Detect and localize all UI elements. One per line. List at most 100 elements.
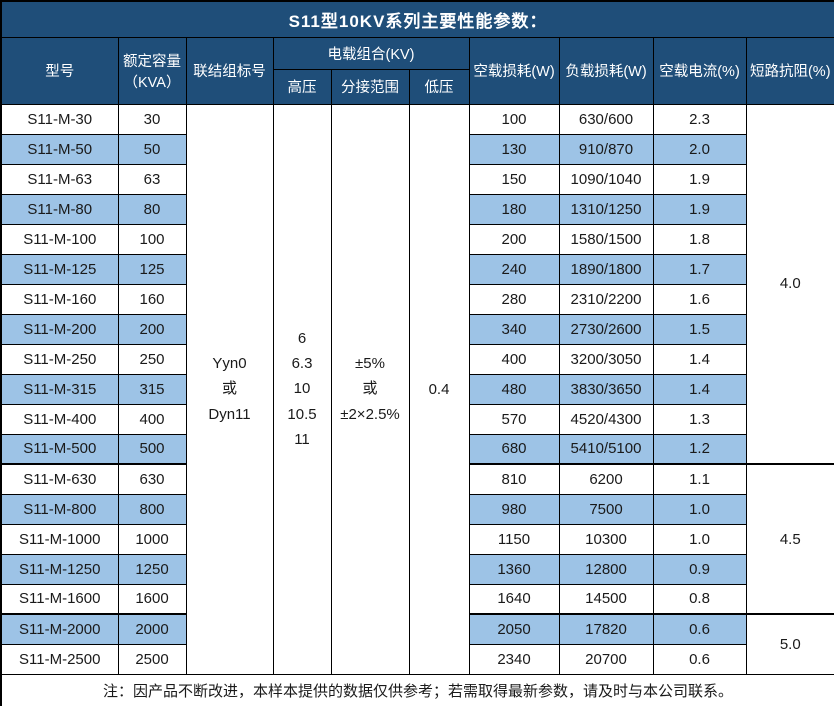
col-header-no-load-current: 空载电流(%) bbox=[652, 36, 747, 105]
model-cell: S11-M-2000 bbox=[0, 613, 119, 645]
model-cell: S11-M-125 bbox=[0, 253, 119, 285]
model-cell: S11-M-100 bbox=[0, 223, 119, 255]
capacity-cell: 800 bbox=[117, 493, 187, 525]
capacity-cell: 1000 bbox=[117, 523, 187, 555]
no-load-current-cell: 1.5 bbox=[652, 313, 747, 345]
no-load-loss-cell: 680 bbox=[468, 433, 560, 465]
model-cell: S11-M-160 bbox=[0, 283, 119, 315]
table-row: S11-M-2500 2500 2340 20700 0.6 bbox=[0, 643, 834, 675]
table-row: S11-M-80 80 180 1310/1250 1.9 bbox=[0, 193, 834, 225]
table-row: S11-M-30 30 Yyn0 或 Dyn11 6 6.3 10 10.5 11 ±5% 或 ±2×2… bbox=[0, 103, 834, 675]
hv-cell-line: 6 bbox=[297, 330, 307, 348]
no-load-loss-cell: 340 bbox=[468, 313, 560, 345]
no-load-loss-cell: 1640 bbox=[468, 583, 560, 615]
model-cell: S11-M-200 bbox=[0, 313, 119, 345]
impedance-cell: 5.0 bbox=[745, 613, 834, 675]
capacity-cell: 2500 bbox=[117, 643, 187, 675]
no-load-current-cell: 1.0 bbox=[652, 523, 747, 555]
load-loss-cell: 10300 bbox=[558, 523, 654, 555]
no-load-current-cell: 1.9 bbox=[652, 193, 747, 225]
model-cell: S11-M-63 bbox=[0, 163, 119, 195]
col-header-lv: 低压 bbox=[408, 68, 470, 105]
load-loss-cell: 6200 bbox=[558, 463, 654, 495]
table-row: S11-M-630 630 810 6200 1.1 4.5 bbox=[0, 463, 834, 615]
hv-cell-line: 11 bbox=[294, 430, 310, 448]
col-header-capacity-line1: 额定容量 bbox=[123, 53, 181, 70]
connection-cell-line: 或 bbox=[221, 380, 237, 398]
no-load-loss-cell: 810 bbox=[468, 463, 560, 495]
hv-cell-line: 10.5 bbox=[287, 405, 317, 423]
no-load-current-cell: 2.0 bbox=[652, 133, 747, 165]
table-row: S11-M-160 160 280 2310/2200 1.6 bbox=[0, 283, 834, 315]
load-loss-cell: 1090/1040 bbox=[558, 163, 654, 195]
no-load-current-cell: 0.6 bbox=[652, 643, 747, 675]
capacity-cell: 400 bbox=[117, 403, 187, 435]
no-load-loss-cell: 480 bbox=[468, 373, 560, 405]
col-header-no-load-loss: 空载损耗(W) bbox=[468, 36, 560, 105]
no-load-loss-cell: 130 bbox=[468, 133, 560, 165]
no-load-current-cell: 1.3 bbox=[652, 403, 747, 435]
no-load-loss-cell: 150 bbox=[468, 163, 560, 195]
capacity-cell: 2000 bbox=[117, 613, 187, 645]
load-loss-cell: 1580/1500 bbox=[558, 223, 654, 255]
model-cell: S11-M-1000 bbox=[0, 523, 119, 555]
title-row: S11型10KV系列主要性能参数： bbox=[0, 0, 834, 38]
capacity-cell: 630 bbox=[117, 463, 187, 495]
no-load-current-cell: 1.8 bbox=[652, 223, 747, 255]
capacity-cell: 63 bbox=[117, 163, 187, 195]
load-loss-cell: 3830/3650 bbox=[558, 373, 654, 405]
hv-cell-line: 10 bbox=[293, 380, 311, 398]
no-load-loss-cell: 100 bbox=[468, 103, 560, 135]
load-loss-cell: 17820 bbox=[558, 613, 654, 645]
footer-note: 注：因产品不断改进，本样本提供的数据仅供参考；若需取得最新参数，请及时与本公司联… bbox=[0, 673, 834, 706]
load-loss-cell: 1310/1250 bbox=[558, 193, 654, 225]
capacity-cell: 500 bbox=[117, 433, 187, 465]
load-loss-cell: 1890/1800 bbox=[558, 253, 654, 285]
connection-cell-line: Dyn11 bbox=[208, 405, 251, 423]
no-load-loss-cell: 1360 bbox=[468, 553, 560, 585]
no-load-current-cell: 1.4 bbox=[652, 373, 747, 405]
table-row: S11-M-1600 1600 1640 14500 0.8 bbox=[0, 583, 834, 615]
model-cell: S11-M-1600 bbox=[0, 583, 119, 615]
note-row: 注：因产品不断改进，本样本提供的数据仅供参考；若需取得最新参数，请及时与本公司联… bbox=[0, 673, 834, 706]
page-title: S11型10KV系列主要性能参数： bbox=[0, 0, 834, 38]
model-cell: S11-M-630 bbox=[0, 463, 119, 495]
table-row: S11-M-500 500 680 5410/5100 1.2 bbox=[0, 433, 834, 465]
table-row: S11-M-1250 1250 1360 12800 0.9 bbox=[0, 553, 834, 585]
no-load-loss-cell: 2340 bbox=[468, 643, 560, 675]
load-loss-cell: 630/600 bbox=[558, 103, 654, 135]
no-load-current-cell: 1.0 bbox=[652, 493, 747, 525]
load-loss-cell: 2310/2200 bbox=[558, 283, 654, 315]
col-header-model: 型号 bbox=[0, 36, 119, 105]
table-row: S11-M-2000 2000 2050 17820 0.6 5.0 bbox=[0, 613, 834, 675]
col-header-capacity: 额定容量 （KVA） bbox=[117, 36, 187, 105]
table-row: S11-M-100 100 200 1580/1500 1.8 bbox=[0, 223, 834, 255]
model-cell: S11-M-400 bbox=[0, 403, 119, 435]
tap-range-cell-line: ±5% bbox=[355, 355, 385, 373]
load-loss-cell: 2730/2600 bbox=[558, 313, 654, 345]
model-cell: S11-M-800 bbox=[0, 493, 119, 525]
no-load-loss-cell: 1150 bbox=[468, 523, 560, 555]
no-load-loss-cell: 400 bbox=[468, 343, 560, 375]
col-header-impedance: 短路抗阻(%) bbox=[745, 36, 834, 105]
tap-range-cell: ±5% 或 ±2×2.5% bbox=[330, 103, 410, 675]
col-header-connection: 联结组标号 bbox=[185, 36, 274, 105]
capacity-cell: 1600 bbox=[117, 583, 187, 615]
capacity-cell: 200 bbox=[117, 313, 187, 345]
tap-range-cell-line: ±2×2.5% bbox=[340, 405, 400, 423]
no-load-current-cell: 0.8 bbox=[652, 583, 747, 615]
col-header-voltage-group: 电载组合(KV) bbox=[272, 36, 470, 70]
hv-cell-line: 6.3 bbox=[291, 355, 313, 373]
load-loss-cell: 7500 bbox=[558, 493, 654, 525]
model-cell: S11-M-315 bbox=[0, 373, 119, 405]
capacity-cell: 1250 bbox=[117, 553, 187, 585]
load-loss-cell: 5410/5100 bbox=[558, 433, 654, 465]
model-cell: S11-M-30 bbox=[0, 103, 119, 135]
impedance-cell: 4.5 bbox=[745, 463, 834, 615]
no-load-loss-cell: 180 bbox=[468, 193, 560, 225]
model-cell: S11-M-500 bbox=[0, 433, 119, 465]
load-loss-cell: 4520/4300 bbox=[558, 403, 654, 435]
table-row: S11-M-315 315 480 3830/3650 1.4 bbox=[0, 373, 834, 405]
table-row: S11-M-400 400 570 4520/4300 1.3 bbox=[0, 403, 834, 435]
